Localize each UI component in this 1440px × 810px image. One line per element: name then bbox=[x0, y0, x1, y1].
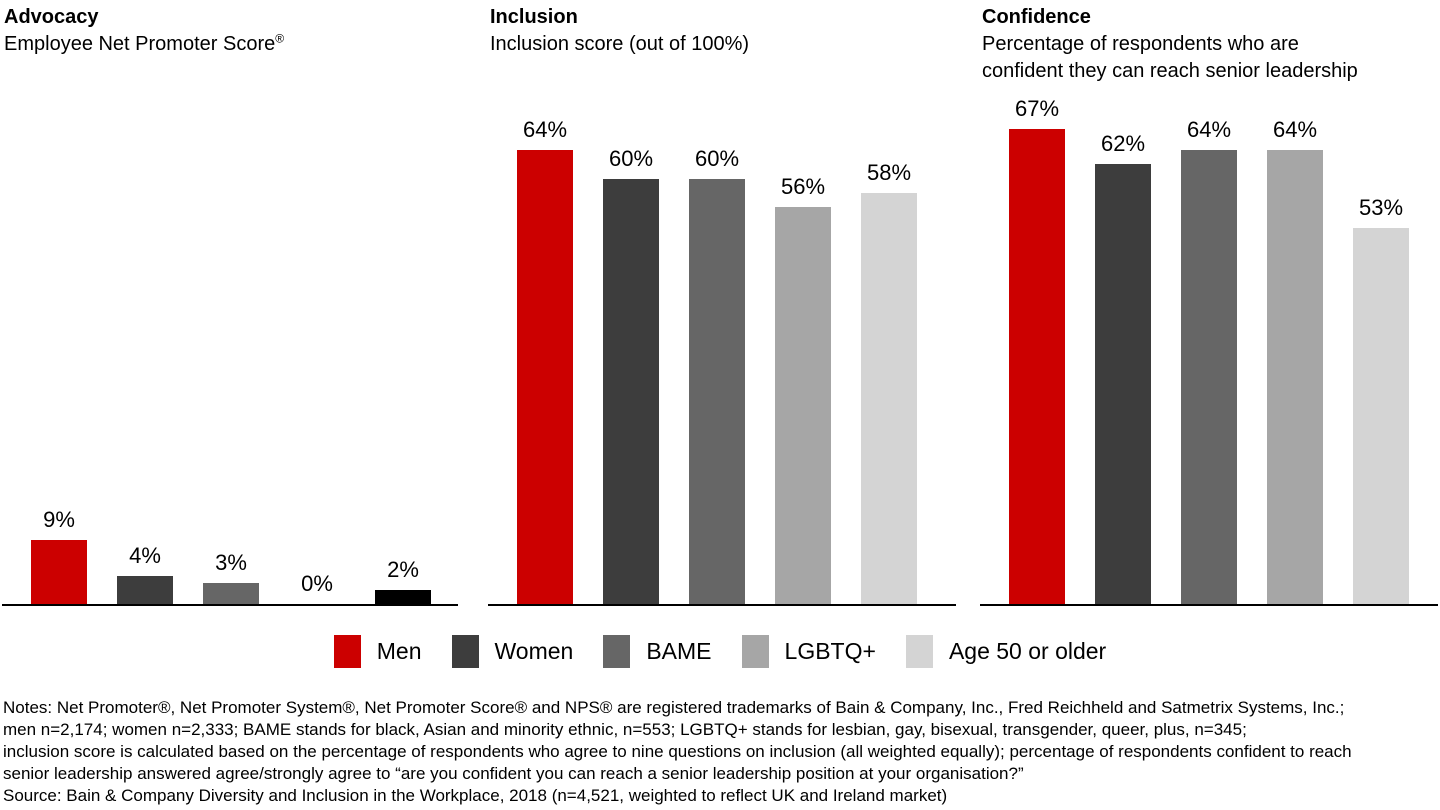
legend-item-lgbtq: LGBTQ+ bbox=[741, 635, 876, 668]
bar-age-50-or-older bbox=[375, 590, 431, 604]
advocacy-bar-chart: 9% 4% 3% 0% 2% bbox=[2, 0, 458, 606]
bar-value-label: 62% bbox=[1100, 131, 1146, 156]
panel-subtitle-inclusion: Inclusion score (out of 100%) bbox=[490, 31, 956, 58]
panel-subtitle-confidence-line1: Percentage of respondents who are bbox=[982, 31, 1438, 58]
legend-label: LGBTQ+ bbox=[784, 638, 876, 664]
advocacy-header: Advocacy Employee Net Promoter Score® bbox=[4, 4, 458, 58]
legend-label: Men bbox=[376, 638, 422, 664]
notes-line: senior leadership answered agree/strongl… bbox=[3, 764, 1024, 783]
legend-label: BAME bbox=[646, 638, 712, 664]
bar-women bbox=[117, 576, 173, 604]
bar-value-label: 9% bbox=[43, 507, 75, 532]
age-50-color-swatch-icon bbox=[905, 635, 933, 668]
bar-women bbox=[603, 179, 659, 604]
bar-bame bbox=[1181, 150, 1237, 604]
women-color-swatch-icon bbox=[451, 635, 479, 668]
panel-title-advocacy: Advocacy bbox=[4, 6, 99, 28]
notes-block: Notes: Net Promoter®, Net Promoter Syste… bbox=[3, 697, 1440, 807]
bar-value-label: 58% bbox=[866, 160, 912, 185]
bar-men bbox=[31, 540, 87, 604]
bar-lgbtq- bbox=[775, 207, 831, 604]
bar-value-label: 67% bbox=[1014, 96, 1060, 121]
bar-value-label: 60% bbox=[694, 146, 740, 171]
notes-line: inclusion score is calculated based on t… bbox=[3, 742, 1352, 761]
panel-subtitle-confidence-line2: confident they can reach senior leadersh… bbox=[982, 58, 1438, 85]
inclusion-bar-chart: 64% 60% 60% 56% 58% bbox=[488, 0, 956, 606]
bar-lgbtq- bbox=[1267, 150, 1323, 604]
bar-age-50-or-older bbox=[1353, 228, 1409, 604]
bar-men bbox=[517, 150, 573, 604]
bar-bame bbox=[203, 583, 259, 604]
registered-mark: ® bbox=[275, 31, 285, 46]
bar-value-label: 0% bbox=[301, 571, 333, 596]
legend-item-bame: BAME bbox=[603, 635, 712, 668]
men-color-swatch-icon bbox=[333, 635, 361, 668]
subtitle-text: Percentage of respondents who are bbox=[982, 33, 1299, 55]
bar-value-label: 60% bbox=[608, 146, 654, 171]
legend-item-women: Women bbox=[451, 635, 574, 668]
bar-women bbox=[1095, 164, 1151, 604]
bar-value-label: 2% bbox=[387, 557, 419, 582]
confidence-bar-chart: 67% 62% 64% 64% 53% bbox=[980, 0, 1438, 606]
subtitle-text: Inclusion score (out of 100%) bbox=[490, 33, 750, 55]
subtitle-text: confident they can reach senior leadersh… bbox=[982, 60, 1358, 82]
bar-value-label: 56% bbox=[780, 174, 826, 199]
legend-item-age-50-or-older: Age 50 or older bbox=[905, 635, 1107, 668]
bame-color-swatch-icon bbox=[603, 635, 631, 668]
bar-men bbox=[1009, 129, 1065, 604]
bar-value-label: 53% bbox=[1358, 195, 1404, 220]
bar-value-label: 4% bbox=[129, 543, 161, 568]
bar-value-label: 64% bbox=[1186, 117, 1232, 142]
bar-value-label: 3% bbox=[215, 550, 247, 575]
panel-title-confidence: Confidence bbox=[982, 6, 1091, 28]
legend-label: Age 50 or older bbox=[948, 638, 1107, 664]
notes-line: men n=2,174; women n=2,333; BAME stands … bbox=[3, 720, 1247, 739]
bar-value-label: 64% bbox=[522, 117, 568, 142]
bar-bame bbox=[689, 179, 745, 604]
bar-age-50-or-older bbox=[861, 193, 917, 604]
source-line: Source: Bain & Company Diversity and Inc… bbox=[3, 786, 948, 805]
confidence-header: Confidence Percentage of respondents who… bbox=[982, 4, 1438, 85]
lgbtq-color-swatch-icon bbox=[741, 635, 769, 668]
panel-title-inclusion: Inclusion bbox=[490, 6, 578, 28]
chart-legend: Men Women BAME LGBTQ+ Age 50 or older bbox=[0, 635, 1440, 668]
legend-item-men: Men bbox=[333, 635, 422, 668]
subtitle-text: Employee Net Promoter Score bbox=[4, 33, 276, 55]
inclusion-header: Inclusion Inclusion score (out of 100%) bbox=[490, 4, 956, 58]
legend-label: Women bbox=[494, 638, 574, 664]
notes-line: Notes: Net Promoter®, Net Promoter Syste… bbox=[3, 698, 1345, 717]
panel-subtitle-advocacy: Employee Net Promoter Score® bbox=[4, 31, 458, 58]
bar-value-label: 64% bbox=[1272, 117, 1318, 142]
